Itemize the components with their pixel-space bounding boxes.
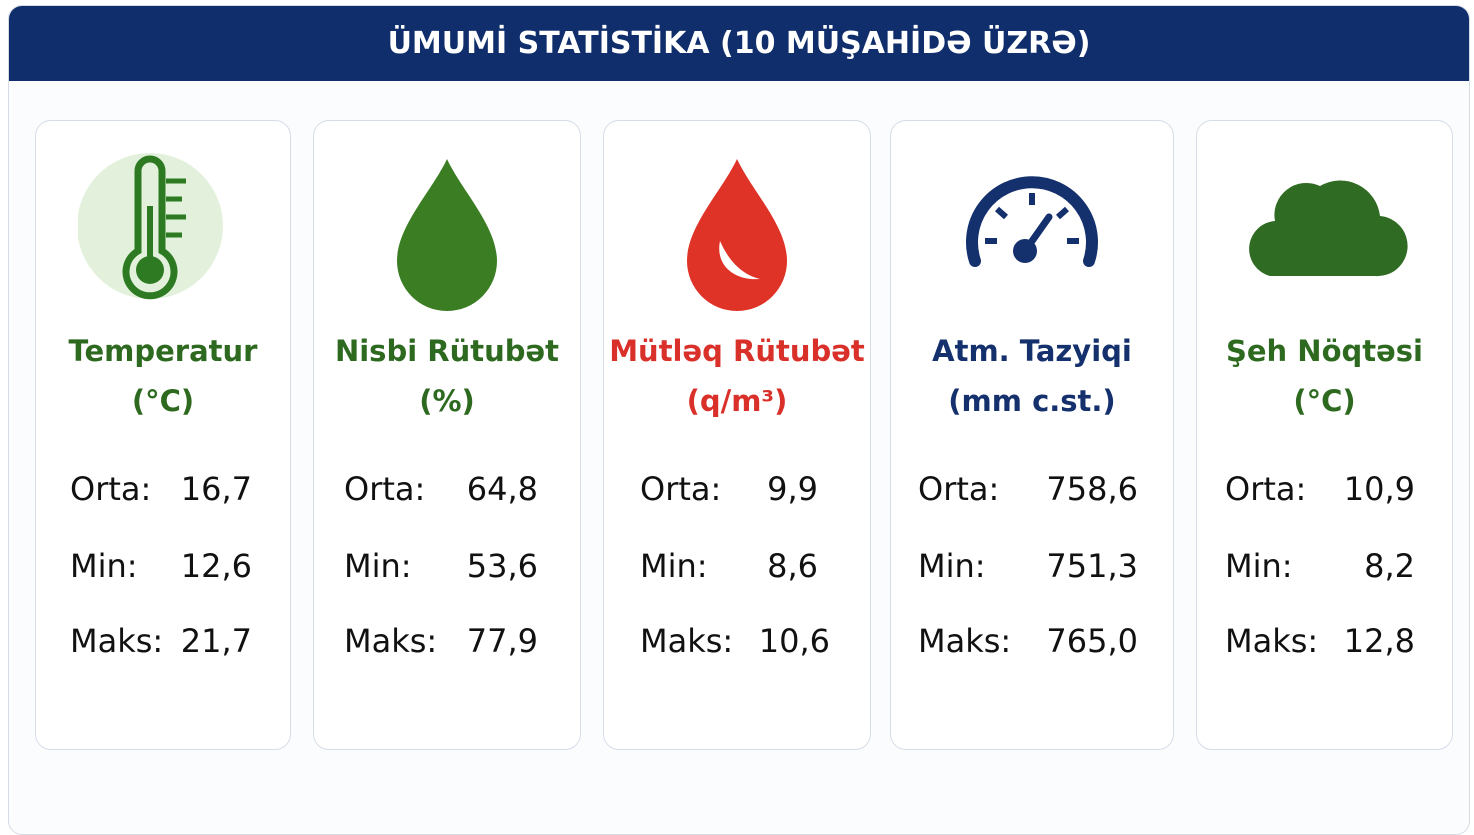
stat-row: Maks: 10,6	[640, 622, 830, 660]
drop-icon	[397, 159, 497, 311]
card: Temperatur (°C) Orta: 16,7 Min: 12,6 Maks:…	[35, 120, 291, 750]
stat-value: 9,9	[767, 470, 818, 508]
stat-value: 8,2	[1364, 547, 1415, 585]
stat-value: 10,6	[758, 622, 830, 660]
stat-label: Orta:	[344, 470, 426, 508]
card: Atm. Tazyiqi (mm c.st.) Orta: 758,6 Min: 7…	[890, 120, 1174, 750]
stat-value: 16,7	[180, 470, 252, 508]
card-unit: (%)	[419, 384, 475, 418]
card: Mütləq Rütubət (q/m³) Orta: 9,9 Min: 8,6 M…	[603, 120, 871, 750]
card-title: Atm. Tazyiqi	[932, 334, 1132, 368]
stat-value: 64,8	[466, 470, 538, 508]
stat-value: 751,3	[1046, 547, 1138, 585]
stat-row: Orta: 16,7	[70, 470, 252, 508]
stat-row: Orta: 758,6	[918, 470, 1138, 508]
stat-value: 758,6	[1046, 470, 1138, 508]
stat-value: 21,7	[180, 622, 252, 660]
card-title: Mütləq Rütubət	[609, 334, 865, 368]
header: ÜMUMİ STATİSTİKA (10 MÜŞAHİDƏ ÜZRƏ)	[9, 6, 1469, 81]
stat-value: 12,8	[1343, 622, 1415, 660]
stat-label: Orta:	[640, 470, 722, 508]
stat-row: Orta: 64,8	[344, 470, 538, 508]
stat-value: 12,6	[180, 547, 252, 585]
stat-label: Maks:	[640, 622, 734, 660]
stat-row: Min: 53,6	[344, 547, 538, 585]
gauge-icon	[966, 176, 1098, 267]
stat-label: Maks:	[1225, 622, 1319, 660]
stat-row: Min: 751,3	[918, 547, 1138, 585]
header-title: ÜMUMİ STATİSTİKA (10 MÜŞAHİDƏ ÜZRƏ)	[387, 26, 1091, 61]
stat-label: Orta:	[918, 470, 1000, 508]
stat-row: Maks: 765,0	[918, 622, 1138, 660]
stat-row: Orta: 9,9	[640, 470, 818, 508]
card-unit: (q/m³)	[686, 384, 788, 418]
card-unit: (°C)	[131, 384, 195, 418]
stat-value: 77,9	[466, 622, 538, 660]
stat-label: Min:	[640, 547, 708, 585]
stat-row: Maks: 12,8	[1225, 622, 1415, 660]
card-title: Temperatur	[68, 334, 258, 368]
stat-label: Min:	[344, 547, 412, 585]
stat-label: Maks:	[344, 622, 438, 660]
stat-label: Maks:	[918, 622, 1012, 660]
card-title: Nisbi Rütubət	[334, 334, 560, 368]
stat-value: 10,9	[1343, 470, 1415, 508]
stat-label: Orta:	[1225, 470, 1307, 508]
stat-row: Min: 8,6	[640, 547, 818, 585]
thermometer-icon	[78, 153, 223, 300]
stat-value: 765,0	[1046, 622, 1138, 660]
stat-label: Maks:	[70, 622, 164, 660]
drop-icon	[687, 159, 787, 311]
stat-row: Min: 12,6	[70, 547, 252, 585]
stat-row: Maks: 77,9	[344, 622, 538, 660]
stat-label: Min:	[1225, 547, 1293, 585]
stat-label: Orta:	[70, 470, 152, 508]
stat-label: Min:	[918, 547, 986, 585]
card-unit: (mm c.st.)	[948, 384, 1116, 418]
card: Şeh Nöqtəsi (°C) Orta: 10,9 Min: 8,2 Maks:…	[1196, 120, 1453, 750]
card-unit: (°C)	[1293, 384, 1356, 418]
card: Nisbi Rütubət (%) Orta: 64,8 Min: 53,6 Mak…	[313, 120, 581, 750]
cloud-icon	[1248, 180, 1408, 277]
stat-value: 53,6	[466, 547, 538, 585]
stat-value: 8,6	[767, 547, 818, 585]
card-title: Şeh Nöqtəsi	[1226, 334, 1423, 368]
stat-label: Min:	[70, 547, 138, 585]
stat-row: Maks: 21,7	[70, 622, 252, 660]
stat-row: Orta: 10,9	[1225, 470, 1415, 508]
stat-row: Min: 8,2	[1225, 547, 1415, 585]
